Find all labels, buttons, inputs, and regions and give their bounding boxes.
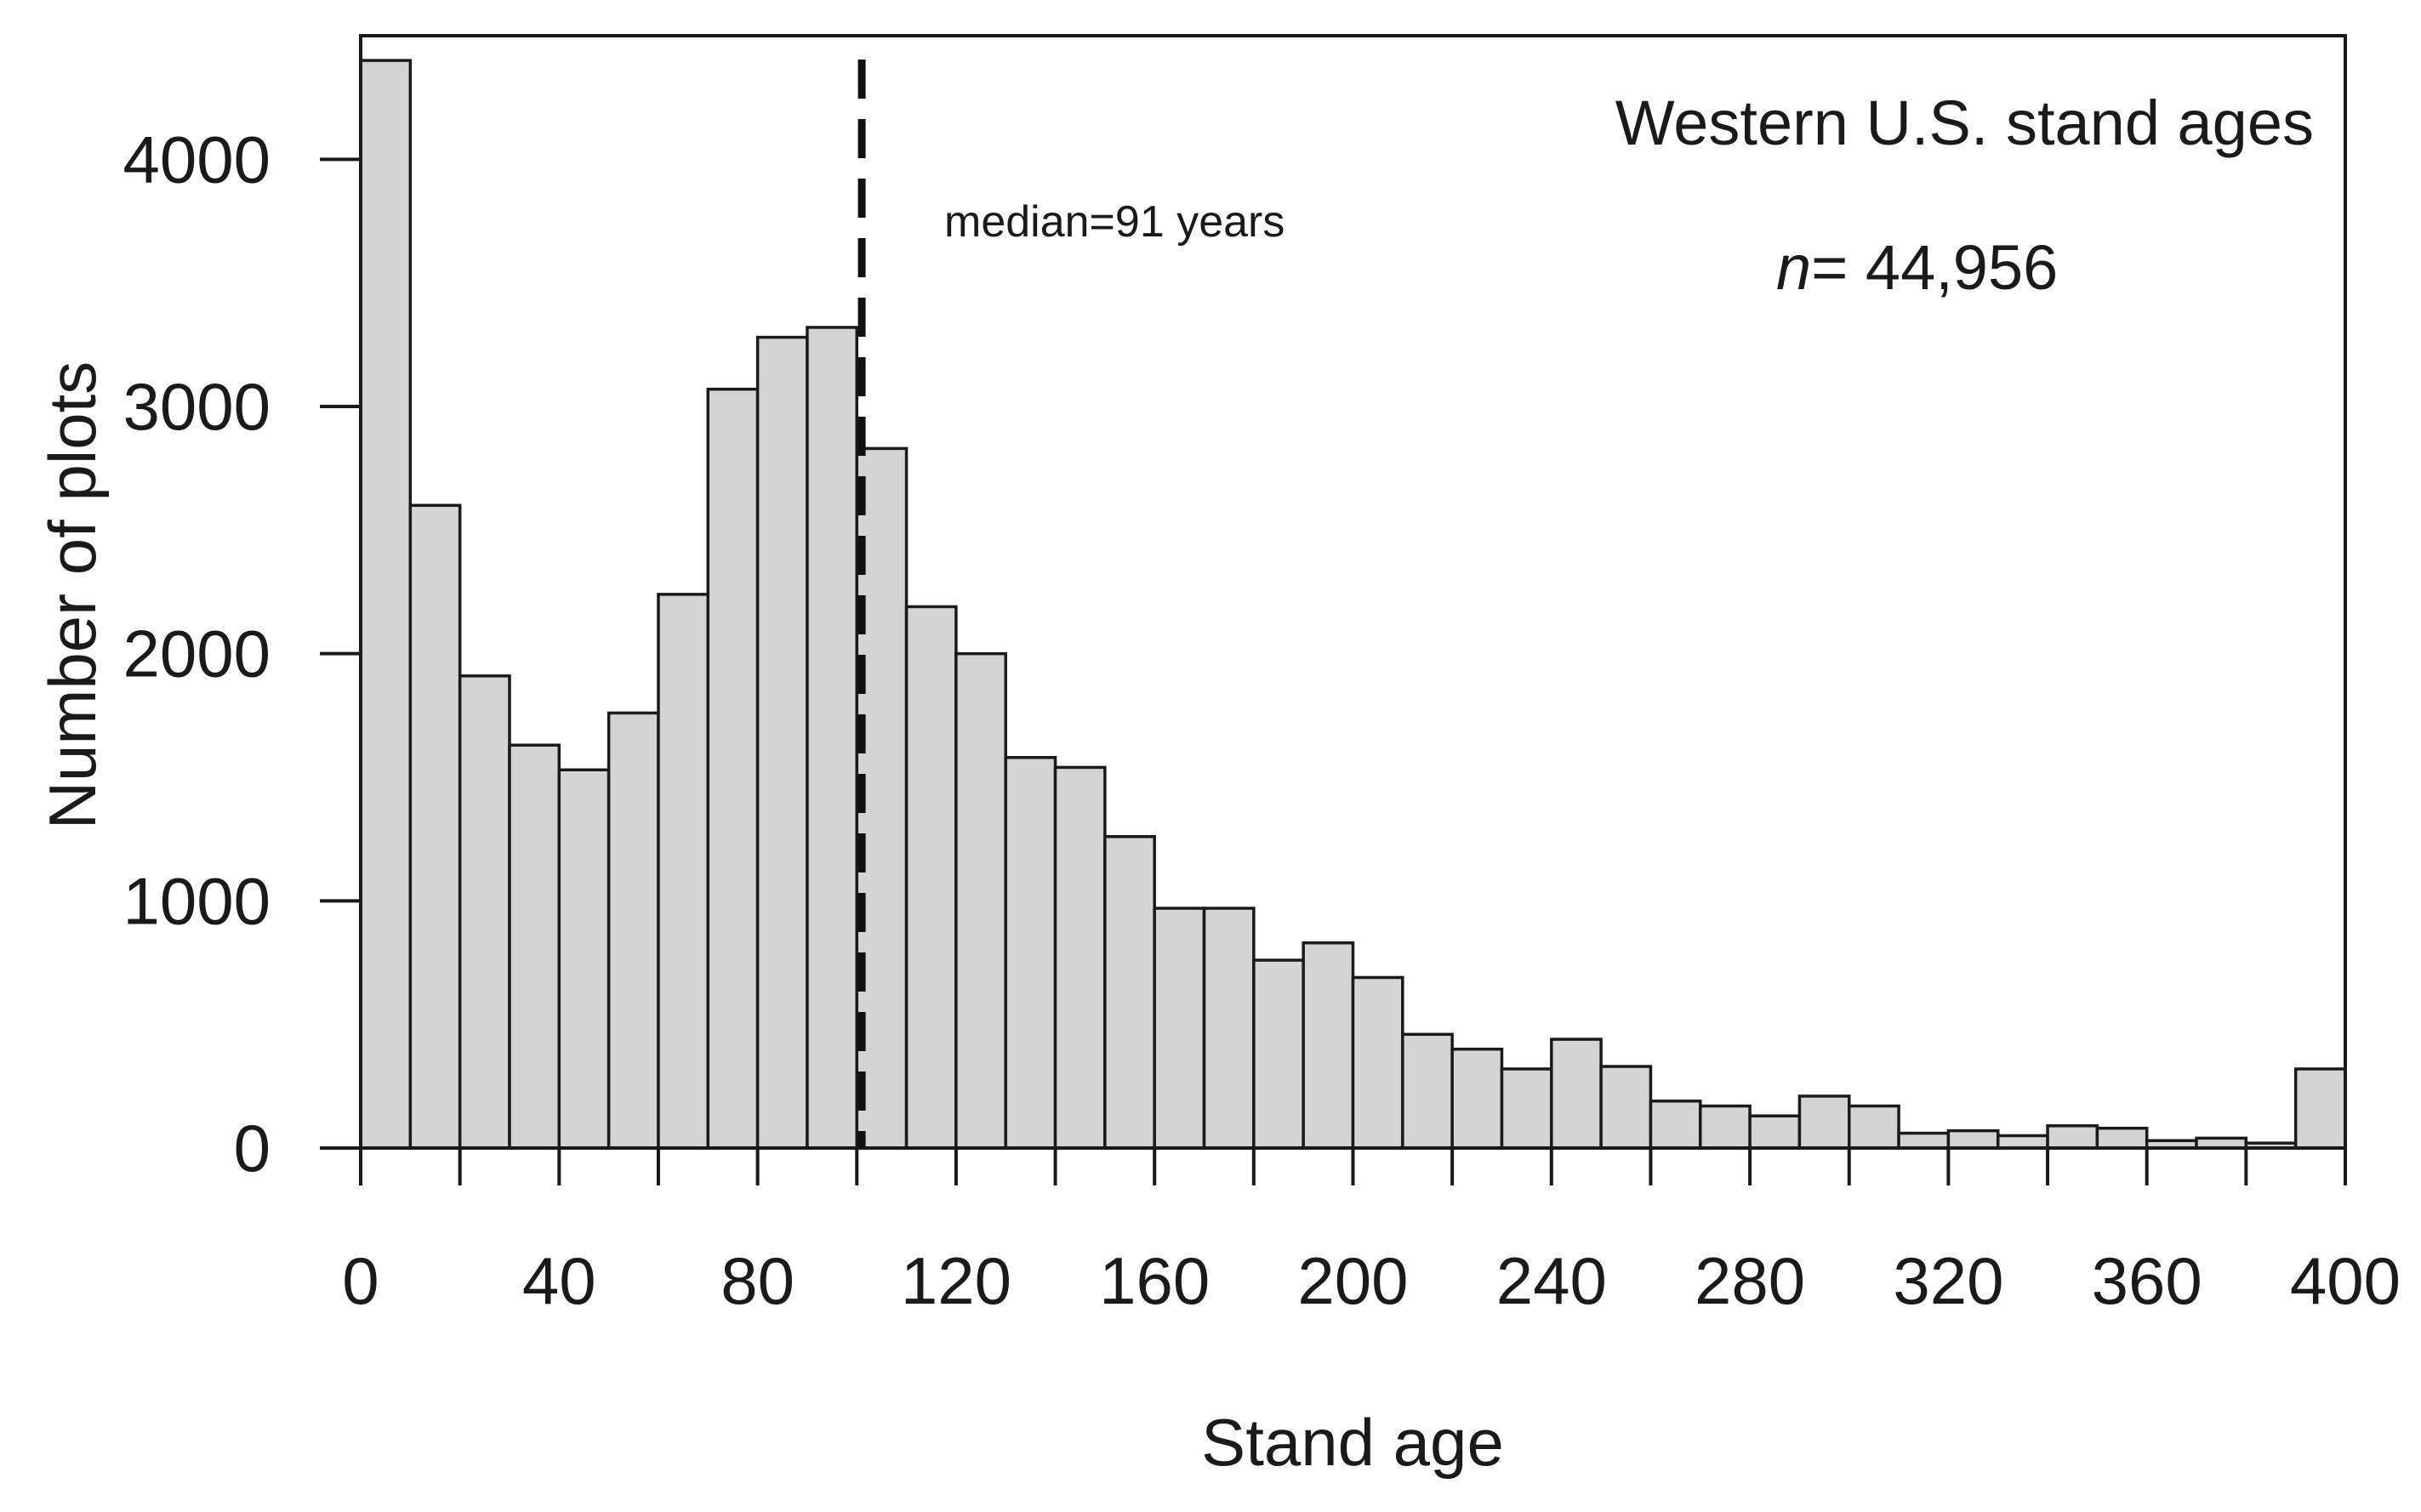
y-axis: 0 1000 2000 3000 4000: [122, 122, 361, 1185]
histogram-bar: [1699, 1104, 1752, 1150]
histogram-bar: [954, 651, 1007, 1150]
histogram-bar: [755, 335, 809, 1150]
sample-size-annotation: n= 44,956: [1776, 232, 2058, 303]
histogram-bar: [1450, 1047, 1504, 1150]
histogram-bar: [2046, 1124, 2099, 1150]
x-tick-label: 0: [342, 1243, 379, 1318]
histogram-bar: [607, 711, 660, 1150]
y-tick-label: 2000: [122, 617, 271, 691]
histogram-bar: [458, 674, 511, 1150]
histogram-bar: [408, 503, 462, 1150]
chart-title: Western U.S. stand ages: [1615, 88, 2314, 158]
histogram-bar: [1946, 1128, 2000, 1150]
x-tick-label: 280: [1695, 1243, 1805, 1318]
y-tick-label: 1000: [122, 863, 271, 938]
histogram-bar: [1996, 1134, 2049, 1150]
histogram-bar: [1302, 941, 1355, 1150]
histogram-bar: [706, 387, 760, 1150]
bars-layer: [359, 59, 2347, 1150]
histogram-bar: [1351, 975, 1404, 1150]
x-tick-label: 120: [901, 1243, 1011, 1318]
x-tick-label: 320: [1893, 1243, 2003, 1318]
histogram-bar: [1649, 1100, 1702, 1150]
histogram-bar: [904, 605, 958, 1150]
histogram-bar: [1848, 1104, 1900, 1150]
histogram-bar: [1004, 755, 1057, 1150]
x-tick-label: 360: [2092, 1243, 2202, 1318]
histogram-bar: [1252, 958, 1305, 1150]
histogram-bar: [508, 743, 561, 1150]
median-label: median=91 years: [944, 197, 1285, 247]
histogram-bar: [1202, 907, 1256, 1150]
y-tick-label: 3000: [122, 369, 271, 444]
x-tick-label: 240: [1496, 1243, 1607, 1318]
histogram-bar: [657, 593, 710, 1150]
x-tick-label: 200: [1297, 1243, 1408, 1318]
x-axis: 0 40 80 120 160 200 240 280 320 360 400: [342, 1148, 2401, 1318]
histogram-bar: [1797, 1094, 1851, 1150]
x-axis-title: Stand age: [1201, 1405, 1504, 1480]
histogram-bar: [2095, 1126, 2149, 1150]
histogram-bar: [2293, 1067, 2347, 1150]
histogram-bar: [1153, 907, 1206, 1150]
histogram-bar: [557, 768, 611, 1150]
histogram-bar: [1550, 1037, 1603, 1150]
histogram-bar: [1897, 1131, 1951, 1150]
histogram-bar: [1748, 1114, 1802, 1150]
sample-size-symbol: n: [1776, 232, 1811, 303]
histogram-bar: [1500, 1067, 1553, 1150]
histogram-bar: [1053, 765, 1107, 1150]
histogram-bar: [806, 326, 858, 1150]
histogram-bar: [1599, 1065, 1653, 1150]
y-axis-title: Number of plots: [35, 361, 110, 830]
histogram-bar: [1103, 835, 1156, 1150]
x-tick-label: 80: [721, 1243, 795, 1318]
x-tick-label: 400: [2290, 1243, 2401, 1318]
histogram-bar: [1401, 1032, 1454, 1150]
x-tick-label: 160: [1099, 1243, 1210, 1318]
y-tick-label: 0: [234, 1111, 271, 1185]
histogram-bar: [359, 59, 413, 1150]
sample-size-value: = 44,956: [1811, 232, 2058, 303]
x-tick-label: 40: [522, 1243, 596, 1318]
y-tick-label: 4000: [122, 122, 271, 196]
